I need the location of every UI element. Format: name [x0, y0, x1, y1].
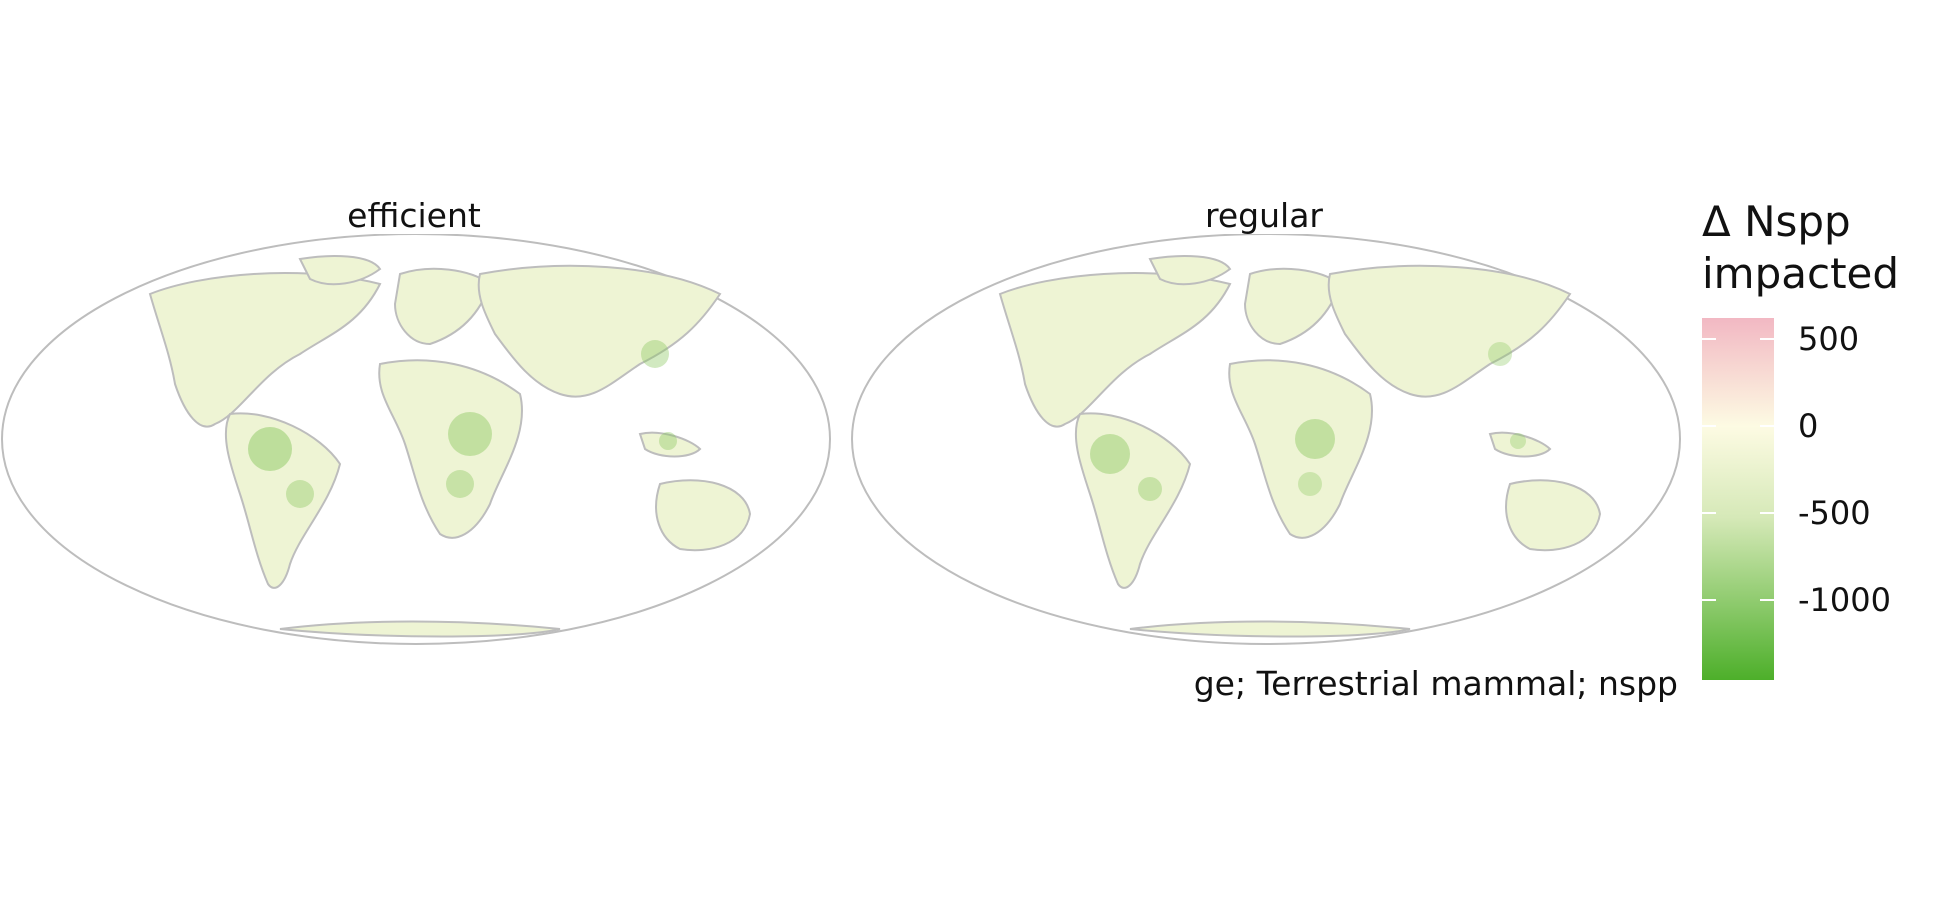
- legend-title-line1: Δ Nspp: [1702, 197, 1851, 246]
- legend-tick-label: 500: [1798, 320, 1860, 358]
- hotspots: [248, 340, 677, 508]
- europe: [1243, 267, 1342, 346]
- australia: [1505, 479, 1602, 552]
- world-map-efficient: [1, 234, 831, 645]
- legend-tick-label: 0: [1798, 407, 1819, 445]
- legend-title-line2: impacted: [1702, 249, 1900, 298]
- legend-tick-label: -500: [1798, 494, 1871, 532]
- legend-title: Δ Nspp impacted: [1702, 196, 1899, 300]
- panel-title-regular: regular: [1205, 196, 1323, 235]
- greenland: [298, 255, 382, 286]
- south-america: [1074, 412, 1192, 589]
- southeast-asia: [1488, 431, 1552, 458]
- legend-tick-label: -1000: [1798, 581, 1891, 619]
- map-caption: ge; Terrestrial mammal; nspp: [1193, 664, 1678, 703]
- europe: [393, 267, 492, 346]
- hotspots: [1090, 342, 1526, 501]
- greenland: [1148, 255, 1232, 286]
- africa: [1228, 359, 1373, 539]
- legend-colorbar: [1702, 318, 1774, 680]
- map-outline: [1, 234, 831, 645]
- africa: [378, 359, 523, 539]
- continents: [998, 255, 1602, 638]
- panel-title-efficient: efficient: [347, 196, 481, 235]
- continents: [148, 255, 752, 638]
- asia: [1327, 264, 1572, 398]
- antarctica: [279, 620, 561, 638]
- antarctica: [1129, 620, 1411, 638]
- southeast-asia: [638, 431, 702, 458]
- australia: [655, 479, 752, 552]
- north-america: [998, 272, 1232, 428]
- asia: [477, 264, 722, 398]
- north-america: [148, 272, 382, 428]
- map-outline: [851, 234, 1681, 645]
- world-map-regular: [851, 234, 1681, 645]
